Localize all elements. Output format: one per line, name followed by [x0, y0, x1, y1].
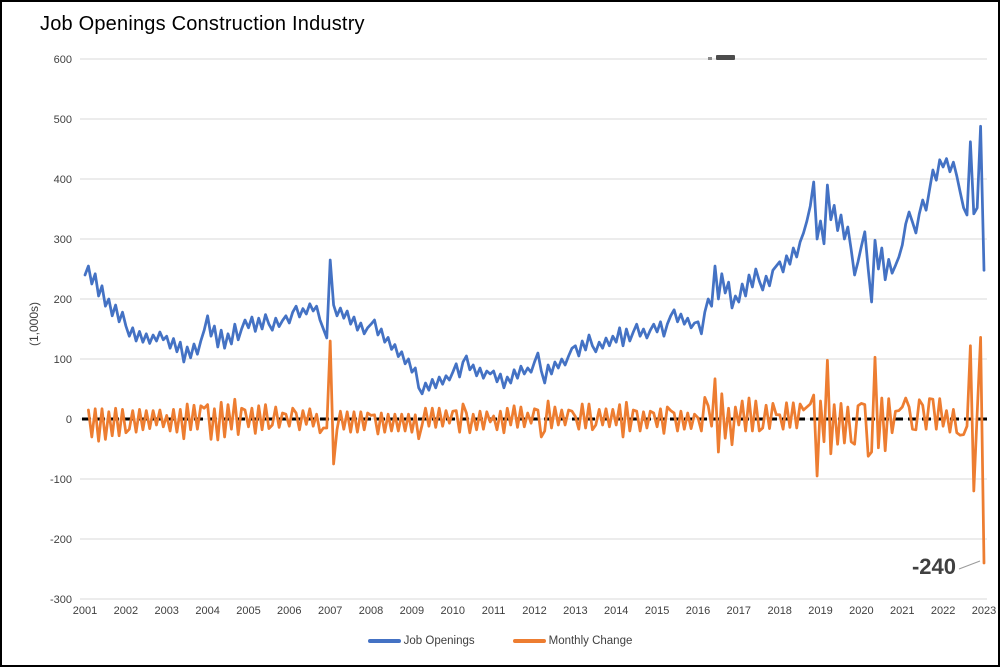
series-line-monthly-change	[87, 336, 986, 565]
artifact-mark	[708, 54, 738, 62]
artifact-dash-large	[716, 55, 735, 60]
x-tick-label: 2015	[645, 605, 669, 617]
y-tick-label: 300	[54, 234, 72, 246]
legend: Job Openings Monthly Change	[2, 635, 998, 647]
y-tick-label: 600	[54, 54, 72, 66]
x-tick-label: 2022	[931, 605, 955, 617]
legend-swatch-monthly-change	[512, 639, 546, 643]
y-tick-label: 400	[54, 174, 72, 186]
x-tick-label: 2017	[727, 605, 751, 617]
x-tick-label: 2019	[808, 605, 832, 617]
x-tick-label: 2002	[114, 605, 138, 617]
legend-item-monthly-change: Monthly Change	[512, 635, 633, 647]
legend-swatch-job-openings	[367, 639, 401, 643]
y-tick-label: -300	[50, 594, 72, 606]
x-tick-label: 2005	[236, 605, 260, 617]
x-tick-label: 2009	[400, 605, 424, 617]
annotation-label: -240	[911, 554, 956, 579]
legend-item-job-openings: Job Openings	[367, 635, 475, 647]
y-tick-label: -100	[50, 474, 72, 486]
x-tick-label: 2020	[849, 605, 873, 617]
annotation-leader-line	[958, 560, 981, 570]
artifact-dash-small	[708, 57, 712, 60]
y-tick-label: 200	[54, 294, 72, 306]
x-tick-label: 2004	[195, 605, 219, 617]
x-tick-label: 2016	[686, 605, 710, 617]
series-line-job-openings	[83, 124, 986, 396]
y-tick-label: 500	[54, 114, 72, 126]
x-tick-label: 2003	[154, 605, 178, 617]
x-tick-label: 2018	[767, 605, 791, 617]
x-tick-label: 2008	[359, 605, 383, 617]
x-tick-label: 2011	[482, 605, 506, 617]
y-tick-label: 100	[54, 354, 72, 366]
x-tick-label: 2001	[73, 605, 97, 617]
x-tick-label: 2012	[522, 605, 546, 617]
x-tick-label: 2007	[318, 605, 342, 617]
y-tick-label: -200	[50, 534, 72, 546]
x-tick-label: 2014	[604, 605, 628, 617]
x-tick-label: 2013	[563, 605, 587, 617]
x-tick-label: 2006	[277, 605, 301, 617]
chart-title: Job Openings Construction Industry	[40, 13, 365, 35]
legend-label-job-openings: Job Openings	[403, 635, 475, 647]
x-tick-label: 2021	[890, 605, 914, 617]
legend-label-monthly-change: Monthly Change	[548, 635, 633, 647]
x-tick-label: 2010	[441, 605, 465, 617]
x-tick-label: 2023	[972, 605, 996, 617]
y-tick-label: 0	[66, 414, 72, 426]
